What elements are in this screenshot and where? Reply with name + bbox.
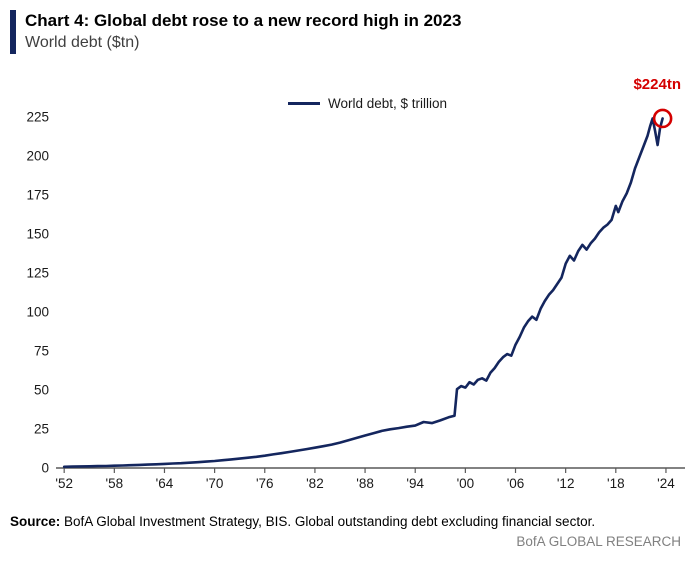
world-debt-line	[62, 117, 664, 469]
y-tick-label: 125	[26, 265, 49, 280]
source-line: Source: BofA Global Investment Strategy,…	[10, 514, 681, 529]
chart-legend: World debt, $ trillion	[288, 96, 447, 111]
record-high-annotation: $224tn	[633, 76, 681, 93]
x-tick-label: '00	[457, 476, 475, 491]
chart-footer: Source: BofA Global Investment Strategy,…	[0, 506, 693, 549]
record-high-circle-icon	[652, 108, 673, 129]
x-tick-label: '70	[206, 476, 224, 491]
chart-canvas: '52 '58 '64 '70 '76 '82 '88 '94 '00 '06 '12 '18 '24 0…	[26, 108, 685, 491]
x-tick-label: '06	[507, 476, 525, 491]
brand-text: BofA GLOBAL RESEARCH	[516, 534, 681, 549]
x-tick-label: '64	[156, 476, 174, 491]
legend-line-icon	[288, 102, 320, 105]
y-tick-label: 175	[26, 187, 49, 202]
chart-title: Chart 4: Global debt rose to a new recor…	[25, 11, 462, 30]
x-tick-label: '88	[356, 476, 374, 491]
legend-label: World debt, $ trillion	[328, 96, 448, 111]
x-tick-label: '58	[106, 476, 124, 491]
y-tick-label: 25	[34, 421, 49, 436]
x-tick-label: '24	[657, 476, 675, 491]
y-tick-label: 75	[34, 343, 49, 358]
x-tick-label: '12	[557, 476, 575, 491]
y-tick-label: 0	[41, 461, 49, 476]
chart-subtitle: World debt ($tn)	[25, 34, 140, 51]
source-label: Source:	[10, 514, 61, 529]
chart-header: Chart 4: Global debt rose to a new recor…	[0, 0, 693, 54]
x-tick-label: '76	[256, 476, 274, 491]
y-tick-label: 200	[26, 148, 49, 163]
x-tick-label: '82	[306, 476, 324, 491]
y-tick-label: 100	[26, 304, 49, 319]
source-text: BofA Global Investment Strategy, BIS. Gl…	[60, 514, 596, 529]
y-tick-label: 50	[34, 382, 49, 397]
x-tick-label: '94	[406, 476, 424, 491]
x-tick-label: '52	[55, 476, 73, 491]
header-text: Chart 4: Global debt rose to a new recor…	[25, 10, 461, 54]
y-tick-label: 150	[26, 226, 49, 241]
y-tick-label: 225	[26, 109, 49, 124]
x-tick-label: '18	[607, 476, 625, 491]
title-accent-bar	[10, 10, 16, 54]
chart-figure: '52 '58 '64 '70 '76 '82 '88 '94 '00 '06 '12 '18 '24 0…	[0, 66, 693, 506]
